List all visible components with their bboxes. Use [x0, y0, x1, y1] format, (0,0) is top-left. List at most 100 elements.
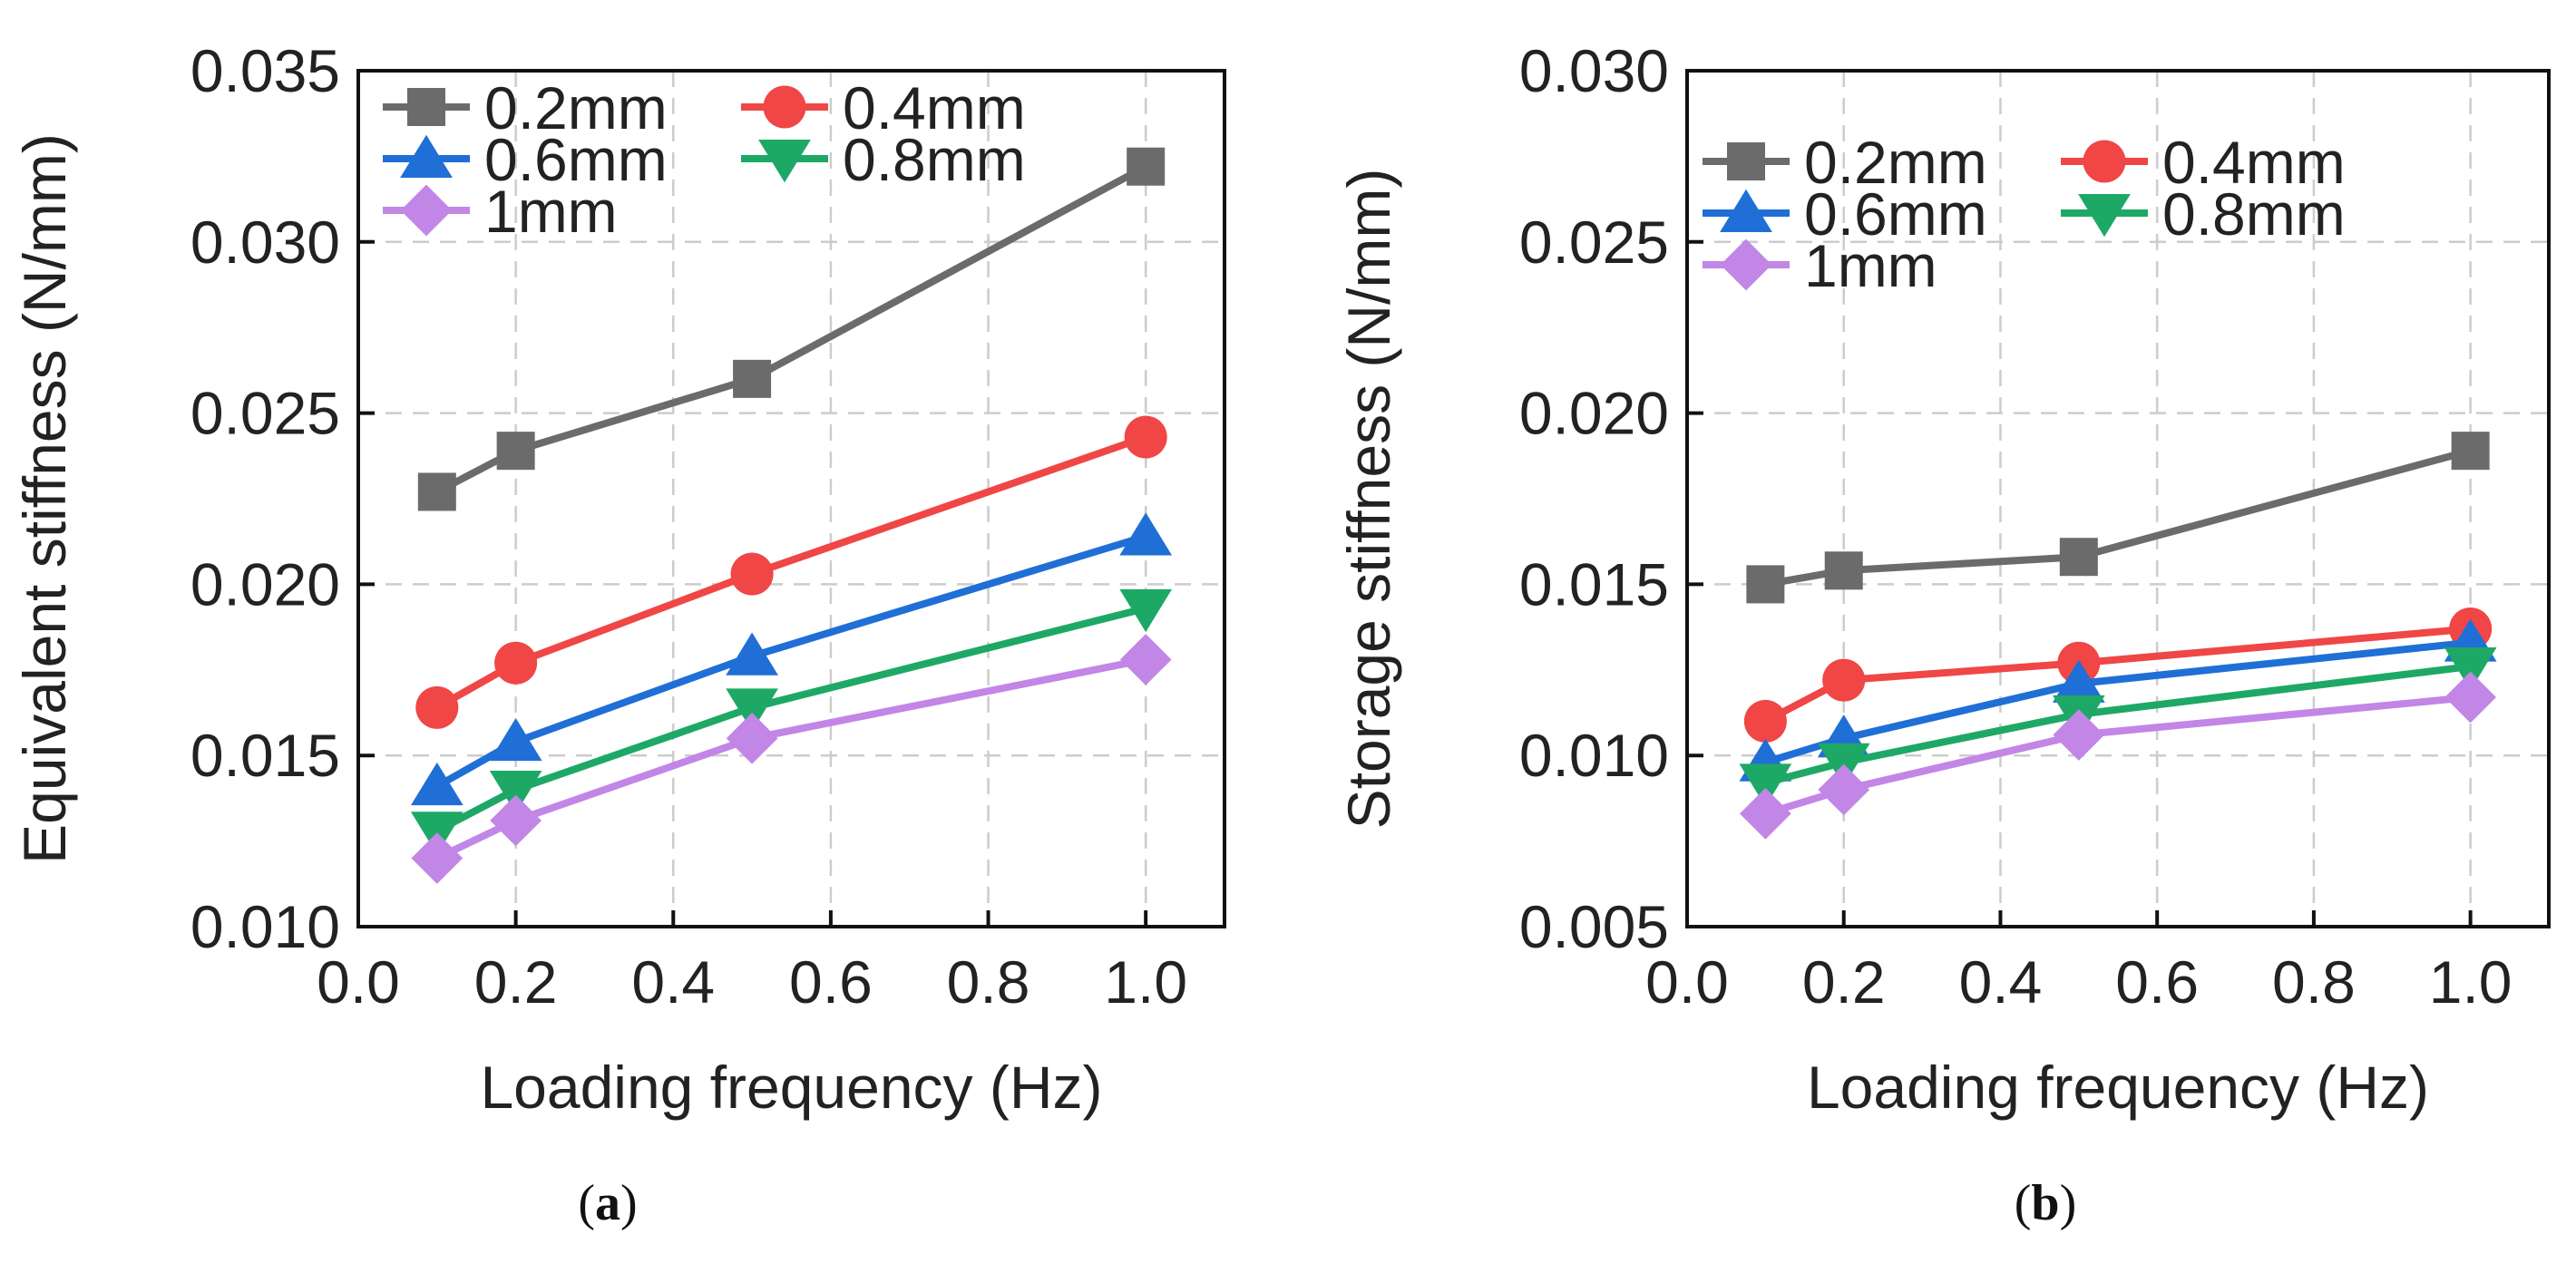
series-line-b-3 [1764, 663, 2472, 787]
data-point-a-4-1 [490, 794, 542, 847]
series-a-2 [410, 512, 1173, 806]
series-a-0 [417, 147, 1166, 511]
x-tick-label-b-2: 0.4 [1959, 948, 2043, 1016]
legend-marker-b-4 [1720, 238, 1772, 291]
legend-marker-b-0 [1727, 142, 1765, 180]
legend-marker-a-2 [400, 134, 453, 178]
y-tick-label-a-0: 0.010 [190, 893, 340, 960]
legend-label-a-3: 0.8mm [843, 126, 1026, 193]
legend-label-b-2: 0.6mm [1804, 180, 1987, 248]
data-point-a-1-2 [730, 552, 774, 596]
data-point-a-0-0 [417, 472, 456, 511]
data-point-a-3-1 [489, 770, 542, 814]
data-point-b-3-3 [2444, 647, 2497, 691]
legend-label-b-1: 0.4mm [2162, 129, 2346, 196]
data-point-b-2-2 [2052, 659, 2105, 703]
data-point-b-4-2 [2053, 709, 2105, 761]
series-line-b-1 [1763, 625, 2471, 724]
data-point-a-0-2 [733, 359, 772, 398]
y-tick-label-a-1: 0.015 [190, 722, 340, 789]
panel-a: 0.0 0.2 0.4 0.6 0.8 1.0 0.010 0.015 0.020 0.025 0.… [11, 37, 1226, 1231]
x-tick-label-b-1: 0.2 [1802, 948, 1886, 1016]
series-line-a-3 [434, 604, 1147, 834]
x-tick-label-b-5: 1.0 [2429, 948, 2513, 1016]
legend-label-a-1: 0.4mm [843, 74, 1026, 141]
legend-marker-b-2 [1720, 189, 1772, 232]
series-line-b-2 [1764, 638, 2472, 766]
data-point-a-1-3 [1124, 415, 1167, 459]
data-point-a-4-2 [726, 712, 778, 764]
legend-label-b-3: 0.8mm [2162, 180, 2346, 248]
data-point-a-3-3 [1119, 588, 1173, 633]
y-tick-label-b-1: 0.010 [1519, 722, 1669, 789]
x-axis-title-b: Loading frequency (Hz) [1807, 1054, 2429, 1121]
x-tick-label-b-0: 0.0 [1645, 948, 1729, 1016]
y-tick-label-b-2: 0.015 [1519, 550, 1669, 617]
legend-marker-a-1 [763, 85, 806, 129]
data-point-a-2-3 [1119, 512, 1173, 556]
y-tick-label-b-5: 0.030 [1519, 37, 1669, 104]
data-point-a-1-1 [494, 641, 538, 685]
legend-marker-b-3 [2078, 194, 2131, 238]
series-a-1 [415, 415, 1167, 729]
grid-a [358, 71, 1225, 927]
data-point-a-1-0 [415, 685, 459, 729]
legend-marker-a-3 [758, 140, 811, 183]
data-point-a-2-1 [489, 717, 542, 762]
plot-frame-b [1685, 69, 2551, 928]
series-b-4 [1740, 671, 2496, 840]
x-tick-label-a-4: 0.8 [947, 948, 1030, 1016]
data-point-a-2-2 [726, 632, 778, 676]
data-point-a-0-1 [496, 432, 535, 471]
data-point-a-0-3 [1127, 147, 1166, 186]
x-tick-label-b-4: 0.8 [2272, 948, 2356, 1016]
chart-a-svg: 0.0 0.2 0.4 0.6 0.8 1.0 0.010 0.015 0.020 0.025 0.… [11, 37, 1226, 1121]
y-axis-title-b: Storage stiffness (N/mm) [1335, 169, 1402, 830]
data-point-b-0-3 [2451, 432, 2490, 471]
series-a-4 [411, 634, 1172, 884]
legend-label-b-4: 1mm [1804, 232, 1937, 299]
series-line-a-2 [434, 532, 1147, 790]
data-point-b-0-1 [1824, 551, 1863, 590]
legend-label-b-0: 0.2mm [1804, 129, 1987, 196]
legend-a: 0.2mm 0.4mm 0.6mm 0.8mm 1mm [383, 74, 1026, 245]
data-point-b-0-2 [2059, 538, 2098, 577]
legend-label-a-0: 0.2mm [484, 74, 668, 141]
x-tick-label-a-1: 0.2 [474, 948, 558, 1016]
x-tick-label-a-3: 0.6 [789, 948, 873, 1016]
legend-marker-a-0 [407, 88, 445, 126]
caption-b-label: b [2031, 1175, 2060, 1231]
plot-frame-a [356, 69, 1226, 928]
data-point-a-4-3 [1119, 634, 1172, 685]
data-point-a-4-0 [411, 832, 463, 884]
series-line-a-1 [434, 433, 1147, 711]
x-axis-title-a: Loading frequency (Hz) [480, 1054, 1102, 1121]
x-tick-label-a-0: 0.0 [317, 948, 400, 1016]
series-line-a-4 [435, 656, 1147, 862]
x-tick-label-a-5: 1.0 [1104, 948, 1187, 1016]
x-tick-label-b-3: 0.6 [2115, 948, 2199, 1016]
legend-b: 0.2mm 0.4mm 0.6mm 0.8mm 1mm [1703, 129, 2346, 299]
panel-b: 0.0 0.2 0.4 0.6 0.8 1.0 0.005 0.010 0.015 0.020 0.… [1288, 0, 2576, 1283]
legend-marker-a-4 [400, 184, 453, 237]
data-point-b-1-0 [1743, 699, 1787, 743]
caption-b: (b) [2014, 1175, 2077, 1231]
y-tick-label-b-0: 0.005 [1519, 893, 1669, 960]
caption-a-label: a [595, 1175, 620, 1231]
chart-b-svg: 0.0 0.2 0.4 0.6 0.8 1.0 0.005 0.010 0.015 0.020 0.… [1335, 37, 2551, 1121]
y-tick-label-a-5: 0.035 [190, 37, 340, 104]
x-tick-label-a-2: 0.4 [631, 948, 715, 1016]
data-point-b-4-0 [1740, 788, 1791, 840]
data-point-b-0-0 [1746, 565, 1785, 604]
caption-a: (a) [578, 1175, 638, 1231]
data-point-b-3-0 [1739, 763, 1792, 807]
series-line-b-4 [1764, 694, 2472, 818]
y-tick-label-a-4: 0.030 [190, 209, 340, 276]
legend-label-a-4: 1mm [484, 178, 618, 245]
legend-marker-b-1 [2083, 140, 2126, 183]
y-tick-label-b-3: 0.020 [1519, 380, 1669, 447]
data-point-a-2-0 [410, 762, 463, 806]
series-line-a-0 [434, 163, 1148, 495]
series-b-0 [1746, 432, 2490, 604]
